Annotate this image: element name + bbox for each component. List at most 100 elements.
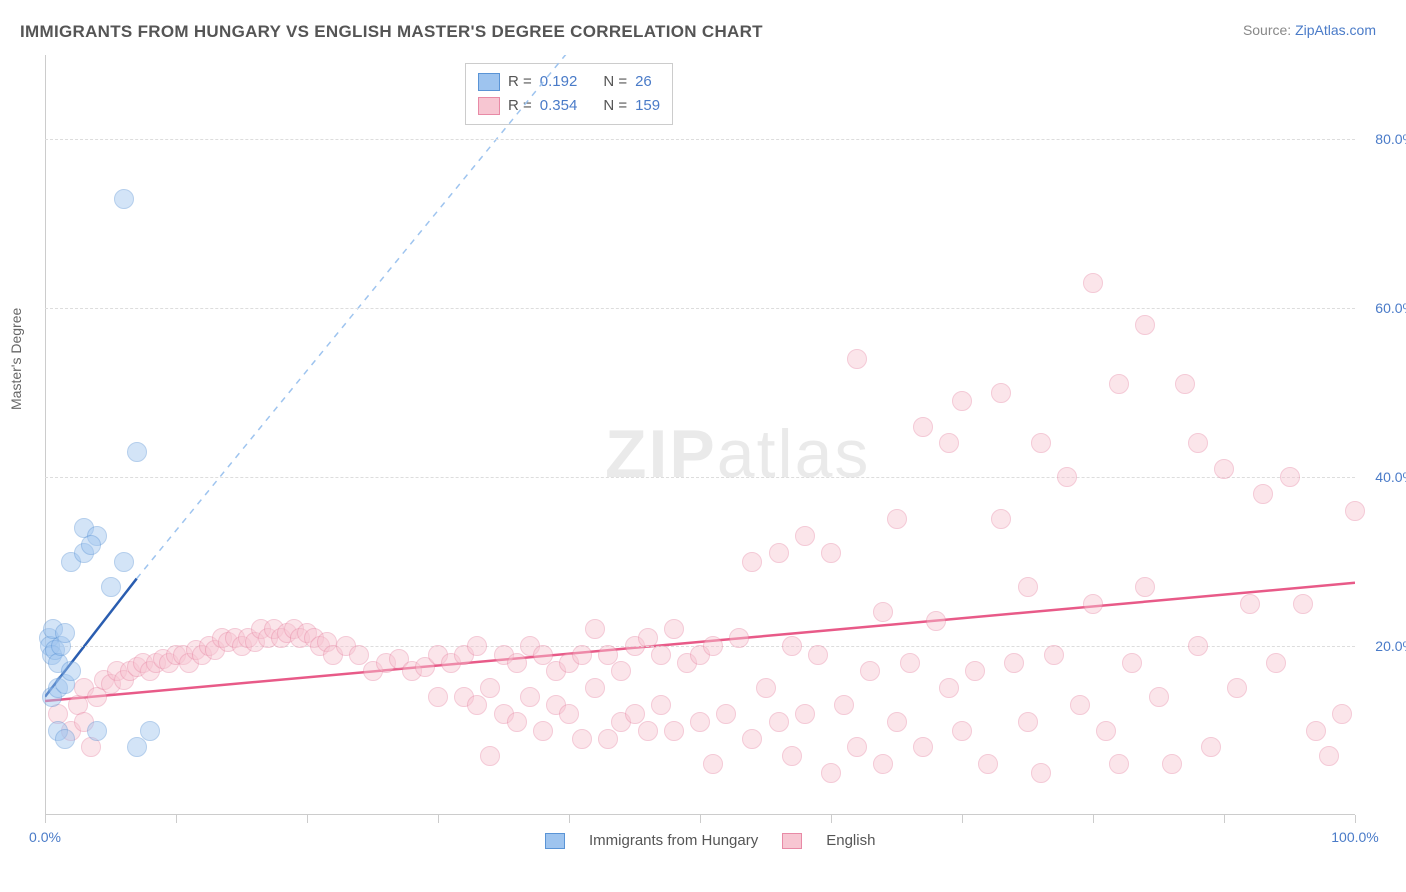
bottom-swatch-hungary: [545, 833, 565, 849]
data-point: [507, 653, 527, 673]
r-label: R =: [508, 94, 532, 118]
y-tick-label: 40.0%: [1375, 469, 1406, 485]
data-point: [991, 383, 1011, 403]
legend-row-hungary: R = 0.192 N = 26: [478, 70, 660, 94]
data-point: [1018, 577, 1038, 597]
data-point: [952, 721, 972, 741]
series-label-english: English: [826, 832, 875, 849]
x-tick: [831, 815, 832, 823]
data-point: [1031, 763, 1051, 783]
data-point: [1057, 467, 1077, 487]
data-point: [821, 543, 841, 563]
data-point: [808, 645, 828, 665]
data-point: [1319, 746, 1339, 766]
x-tick: [45, 815, 46, 823]
data-point: [1083, 273, 1103, 293]
data-point: [1044, 645, 1064, 665]
source-link[interactable]: ZipAtlas.com: [1295, 22, 1376, 38]
x-tick-label: 100.0%: [1331, 829, 1378, 845]
legend-row-english: R = 0.354 N = 159: [478, 94, 660, 118]
data-point: [611, 661, 631, 681]
y-tick-label: 60.0%: [1375, 300, 1406, 316]
watermark: ZIPatlas: [605, 415, 870, 493]
y-axis-label: Master's Degree: [8, 308, 24, 410]
y-tick-label: 20.0%: [1375, 638, 1406, 654]
data-point: [114, 552, 134, 572]
data-point: [1135, 315, 1155, 335]
data-point: [716, 704, 736, 724]
data-point: [742, 729, 762, 749]
data-point: [729, 628, 749, 648]
correlation-legend: R = 0.192 N = 26 R = 0.354 N = 159: [465, 63, 673, 125]
bottom-legend: Immigrants from Hungary English: [545, 832, 875, 849]
data-point: [1214, 459, 1234, 479]
data-point: [690, 712, 710, 732]
data-point: [127, 442, 147, 462]
data-point: [598, 645, 618, 665]
x-tick: [1355, 815, 1356, 823]
x-tick: [176, 815, 177, 823]
bottom-swatch-english: [782, 833, 802, 849]
data-point: [114, 189, 134, 209]
data-point: [349, 645, 369, 665]
data-point: [756, 678, 776, 698]
data-point: [533, 721, 553, 741]
data-point: [533, 645, 553, 665]
data-point: [651, 645, 671, 665]
grid-line: [45, 139, 1355, 140]
data-point: [638, 628, 658, 648]
data-point: [873, 602, 893, 622]
data-point: [1070, 695, 1090, 715]
data-point: [1345, 501, 1365, 521]
data-point: [559, 704, 579, 724]
data-point: [978, 754, 998, 774]
data-point: [507, 712, 527, 732]
data-point: [1135, 577, 1155, 597]
n-value-hungary: 26: [635, 70, 652, 94]
data-point: [847, 349, 867, 369]
data-point: [913, 417, 933, 437]
grid-line: [45, 477, 1355, 478]
data-point: [1188, 433, 1208, 453]
data-point: [939, 433, 959, 453]
data-point: [81, 535, 101, 555]
legend-swatch-hungary: [478, 73, 500, 91]
x-tick: [962, 815, 963, 823]
data-point: [1253, 484, 1273, 504]
data-point: [742, 552, 762, 572]
data-point: [467, 636, 487, 656]
data-point: [1306, 721, 1326, 741]
data-point: [900, 653, 920, 673]
data-point: [1109, 374, 1129, 394]
data-point: [769, 543, 789, 563]
data-point: [1240, 594, 1260, 614]
data-point: [428, 687, 448, 707]
data-point: [55, 729, 75, 749]
data-point: [1188, 636, 1208, 656]
data-point: [1004, 653, 1024, 673]
data-point: [664, 619, 684, 639]
data-point: [952, 391, 972, 411]
source-attribution: Source: ZipAtlas.com: [1243, 22, 1376, 38]
data-point: [1031, 433, 1051, 453]
x-tick-label: 0.0%: [29, 829, 61, 845]
grid-line: [45, 308, 1355, 309]
n-value-english: 159: [635, 94, 660, 118]
data-point: [572, 645, 592, 665]
x-tick: [569, 815, 570, 823]
data-point: [127, 737, 147, 757]
x-tick: [1224, 815, 1225, 823]
source-prefix: Source:: [1243, 22, 1295, 38]
n-label: N =: [603, 94, 627, 118]
data-point: [1122, 653, 1142, 673]
data-point: [1096, 721, 1116, 741]
data-point: [480, 678, 500, 698]
data-point: [585, 678, 605, 698]
data-point: [1175, 374, 1195, 394]
y-tick-label: 80.0%: [1375, 131, 1406, 147]
data-point: [1266, 653, 1286, 673]
data-point: [703, 636, 723, 656]
data-point: [1083, 594, 1103, 614]
n-label: N =: [603, 70, 627, 94]
data-point: [480, 746, 500, 766]
